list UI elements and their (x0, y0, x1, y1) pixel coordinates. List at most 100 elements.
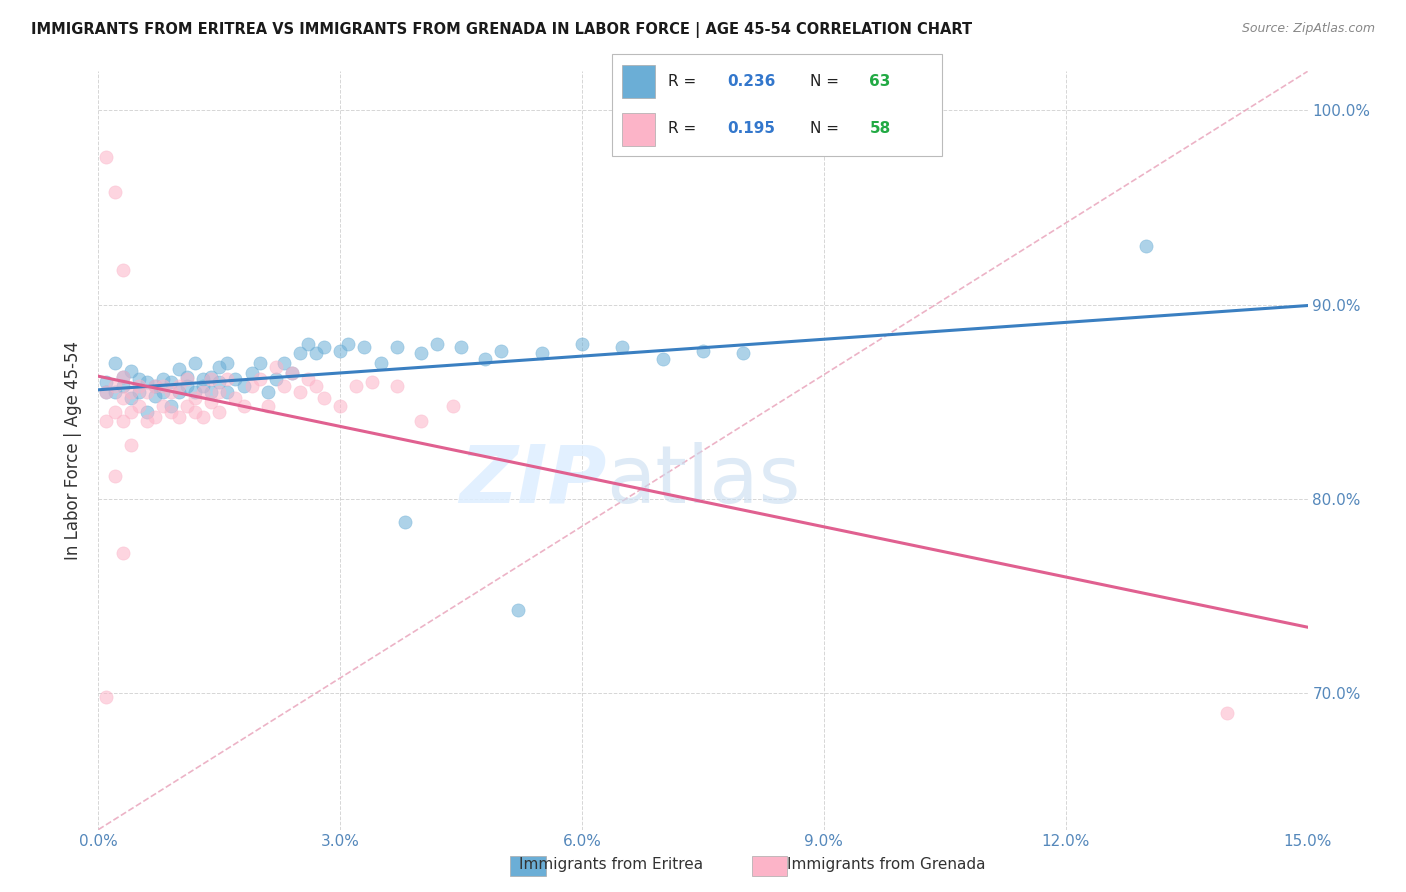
Point (361, 376, 384, 390)
Point (441, 399, 464, 413)
Point (281, 366, 304, 380)
Point (96, 376, 118, 390)
Point (224, 391, 246, 405)
Point (264, 371, 287, 385)
Point (184, 356, 207, 370)
Text: R =: R = (668, 121, 702, 136)
Point (273, 379, 295, 393)
Point (337, 336, 360, 351)
Point (297, 336, 319, 351)
Bar (621, 113, 655, 145)
Point (409, 414, 432, 428)
Text: IMMIGRANTS FROM ERITREA VS IMMIGRANTS FROM GRENADA IN LABOR FORCE | AGE 45-54 CO: IMMIGRANTS FROM ERITREA VS IMMIGRANTS FR… (31, 22, 972, 38)
Point (120, 385, 142, 400)
Point (111, 391, 134, 405)
Point (297, 371, 319, 385)
Point (256, 399, 278, 413)
Point (143, 410, 166, 425)
Point (160, 376, 183, 390)
Point (120, 404, 142, 418)
Point (314, 391, 336, 405)
Point (160, 385, 183, 400)
Point (193, 371, 215, 385)
Point (152, 379, 174, 393)
Text: ZIP: ZIP (458, 442, 606, 520)
Point (200, 371, 222, 385)
Point (111, 414, 134, 428)
Point (692, 344, 714, 359)
Point (152, 371, 174, 385)
Point (96, 150, 118, 164)
Point (111, 379, 134, 393)
Point (273, 356, 295, 370)
Point (200, 369, 222, 384)
Point (128, 371, 150, 385)
Point (394, 516, 416, 530)
Point (217, 385, 239, 400)
Point (128, 385, 150, 400)
Point (370, 356, 392, 370)
Point (120, 391, 142, 405)
Point (103, 468, 125, 483)
Point (96, 385, 118, 400)
Point (111, 369, 134, 384)
Point (305, 379, 328, 393)
Point (217, 356, 239, 370)
Text: atlas: atlas (606, 442, 800, 520)
Text: 0.236: 0.236 (727, 74, 776, 88)
Point (167, 379, 190, 393)
Point (96, 385, 118, 400)
Point (143, 379, 166, 393)
Point (208, 404, 231, 418)
Point (111, 369, 134, 384)
Text: 63: 63 (869, 74, 891, 88)
Text: Source: ZipAtlas.com: Source: ZipAtlas.com (1241, 22, 1375, 36)
Point (249, 371, 271, 385)
Point (506, 603, 529, 617)
Point (1135, 239, 1157, 253)
Point (135, 376, 157, 390)
Point (176, 369, 198, 384)
Point (152, 385, 174, 400)
Y-axis label: In Labor Force | Age 45-54: In Labor Force | Age 45-54 (65, 341, 83, 560)
Point (353, 340, 375, 354)
Point (111, 262, 134, 277)
Point (344, 379, 367, 393)
Point (152, 399, 174, 413)
Text: R =: R = (668, 74, 702, 88)
Point (103, 356, 125, 370)
Point (385, 340, 408, 354)
Point (135, 414, 157, 428)
Point (208, 359, 231, 374)
Point (96, 690, 118, 705)
Point (329, 344, 352, 359)
Point (329, 399, 352, 413)
Point (128, 379, 150, 393)
Point (217, 371, 239, 385)
Point (193, 410, 215, 425)
Point (193, 385, 215, 400)
Point (200, 395, 222, 409)
Point (651, 352, 673, 367)
Point (232, 379, 254, 393)
Point (232, 399, 254, 413)
Point (224, 371, 246, 385)
Text: N =: N = (810, 74, 844, 88)
Point (208, 385, 231, 400)
Bar (621, 65, 655, 97)
Point (135, 404, 157, 418)
Point (167, 361, 190, 376)
Point (143, 389, 166, 403)
Point (208, 376, 231, 390)
Point (240, 379, 263, 393)
Point (143, 379, 166, 393)
FancyBboxPatch shape (612, 54, 942, 156)
Point (409, 346, 432, 360)
Point (96, 414, 118, 428)
Point (167, 385, 190, 400)
Point (135, 385, 157, 400)
Point (103, 185, 125, 199)
Point (491, 344, 513, 359)
Point (426, 336, 449, 351)
Point (160, 399, 183, 413)
